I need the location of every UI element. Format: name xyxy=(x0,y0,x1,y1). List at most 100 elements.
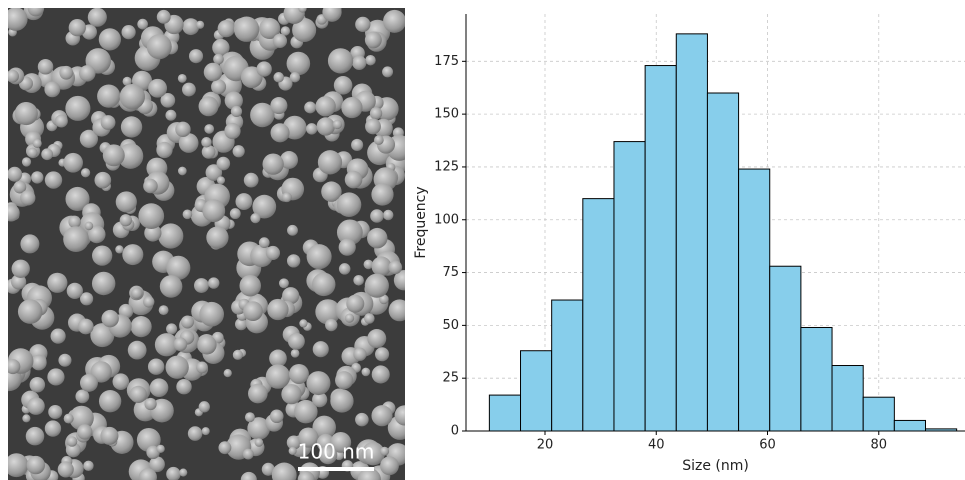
particle xyxy=(197,335,217,355)
particle xyxy=(247,417,271,440)
particle xyxy=(144,397,157,411)
particle xyxy=(213,53,224,65)
particle xyxy=(47,272,68,293)
particle xyxy=(90,323,115,348)
particle xyxy=(365,118,381,135)
particle xyxy=(32,138,42,148)
particle xyxy=(83,460,94,472)
particle xyxy=(353,274,364,286)
particle xyxy=(112,373,130,390)
particle xyxy=(258,237,270,249)
particle xyxy=(367,329,387,349)
particle xyxy=(265,364,291,389)
particle xyxy=(243,301,263,322)
particle xyxy=(336,192,362,217)
particle xyxy=(369,107,383,120)
particle xyxy=(261,462,275,476)
particle xyxy=(156,141,173,159)
bar xyxy=(582,198,615,432)
particle xyxy=(80,168,91,178)
particle xyxy=(115,245,124,254)
particle xyxy=(149,456,165,473)
particle xyxy=(131,287,143,299)
particle xyxy=(365,54,376,66)
particle xyxy=(80,292,94,306)
particle xyxy=(288,446,297,455)
particle xyxy=(297,471,315,480)
particle xyxy=(355,412,369,427)
particle xyxy=(122,244,144,266)
particle xyxy=(199,301,224,327)
particle xyxy=(287,332,305,350)
particle xyxy=(321,181,342,202)
particle xyxy=(242,448,254,460)
particle xyxy=(306,244,332,270)
particle xyxy=(364,313,375,324)
particle xyxy=(146,34,172,60)
particle xyxy=(280,151,298,169)
particle xyxy=(294,399,318,424)
particle xyxy=(13,180,27,194)
particle xyxy=(177,73,187,83)
particle xyxy=(27,147,38,158)
particle xyxy=(148,78,168,98)
particle xyxy=(8,69,19,83)
particle xyxy=(312,341,329,358)
particle xyxy=(158,223,184,249)
bar xyxy=(551,299,584,432)
particle xyxy=(224,91,243,110)
particle xyxy=(364,273,389,298)
particle xyxy=(198,96,219,117)
particle xyxy=(316,117,335,136)
particle xyxy=(338,238,356,256)
particle xyxy=(97,84,121,108)
y-tick-label: 100 xyxy=(434,212,459,227)
x-tick-label: 60 xyxy=(759,438,776,453)
bar xyxy=(862,396,895,432)
particle xyxy=(176,378,192,395)
particle xyxy=(250,213,261,224)
x-tick-label: 20 xyxy=(537,438,554,453)
particle xyxy=(27,8,45,17)
particle xyxy=(44,81,61,98)
particle xyxy=(121,25,136,40)
particle xyxy=(98,28,122,51)
particle xyxy=(146,445,160,460)
x-tick-label: 80 xyxy=(871,438,888,453)
particle xyxy=(216,176,226,185)
particle xyxy=(194,278,209,293)
particle xyxy=(165,109,177,121)
particle xyxy=(335,371,354,390)
particle xyxy=(281,384,302,405)
particle xyxy=(63,413,74,424)
particle xyxy=(256,61,272,77)
particle xyxy=(286,51,311,76)
particle xyxy=(272,33,288,49)
particle xyxy=(299,319,308,328)
particle xyxy=(388,299,405,322)
particle xyxy=(14,101,38,126)
particle xyxy=(283,8,305,24)
particle xyxy=(361,442,385,466)
particle xyxy=(338,263,351,275)
particle xyxy=(371,256,392,277)
particle xyxy=(235,318,248,331)
particle xyxy=(166,466,181,480)
particle xyxy=(44,171,63,189)
particle xyxy=(87,8,107,27)
particle xyxy=(201,427,210,436)
particle xyxy=(327,48,354,74)
particle xyxy=(318,445,338,465)
particle xyxy=(75,389,90,404)
particle xyxy=(244,412,255,423)
particle xyxy=(65,442,81,458)
particle xyxy=(361,367,371,377)
y-axis-label: Frequency xyxy=(413,186,429,258)
particle xyxy=(330,389,354,413)
particle xyxy=(351,138,364,152)
particle xyxy=(380,456,399,476)
particle xyxy=(8,359,21,375)
particle xyxy=(278,278,289,289)
particle xyxy=(159,275,183,298)
particle xyxy=(77,318,94,335)
